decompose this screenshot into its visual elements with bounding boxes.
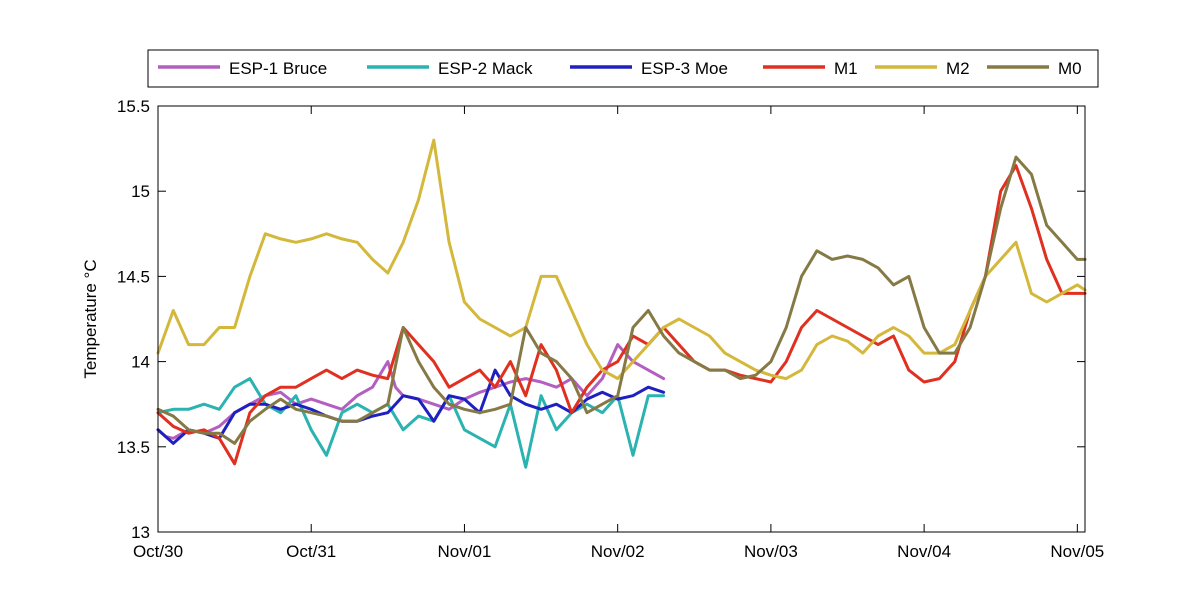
x-tick-label: Nov/03 [744,542,798,561]
legend-label-0: ESP-1 Bruce [229,59,327,78]
x-tick-label: Nov/02 [591,542,645,561]
plot-area-frame [157,105,1086,533]
x-tick-label: Nov/05 [1050,542,1104,561]
series-line-2 [156,368,666,445]
legend-label-1: ESP-2 Mack [438,59,533,78]
x-tick-label: Nov/04 [897,542,951,561]
y-tick-label: 15.5 [117,97,150,116]
series-line-3 [156,164,1087,466]
y-tick-label: 13 [131,523,150,542]
series-line-1 [156,377,666,469]
legend-label-4: M2 [946,59,970,78]
y-tick-label: 14 [131,353,150,372]
y-tick-label: 15 [131,182,150,201]
x-tick-label: Oct/31 [286,542,336,561]
y-tick-label: 14.5 [117,267,150,286]
series-line-5 [156,155,1087,445]
series-line-4 [156,138,1087,381]
legend-label-5: M0 [1058,59,1082,78]
series-lines [156,138,1087,469]
x-tick-label: Oct/30 [133,542,183,561]
y-tick-label: 13.5 [117,438,150,457]
x-axis-ticks: Oct/30 Oct/31 Nov/01 Nov/02 Nov/03 Nov/04 Nov/… [133,106,1104,561]
x-tick-label: Nov/01 [438,542,492,561]
y-axis-title: Temperature °C [81,259,100,378]
legend-label-3: M1 [834,59,858,78]
legend-label-2: ESP-3 Moe [641,59,728,78]
y-axis-ticks: 13 13.5 14 14.5 15 15.5 [117,97,1085,542]
legend: ESP-1 Bruce ESP-2 Mack ESP-3 Moe M1 M2 M0 [147,49,1099,88]
